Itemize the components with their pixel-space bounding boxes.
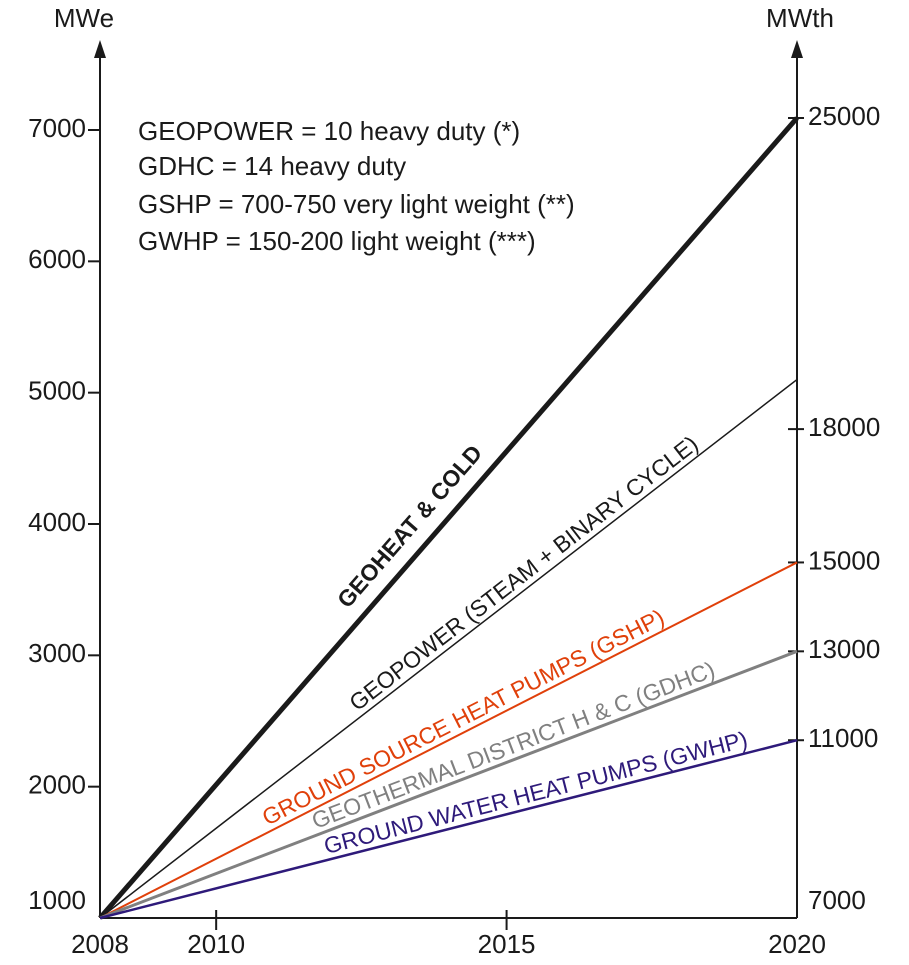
y2-tick-label: 11000 (808, 723, 878, 753)
left-arrow (94, 40, 106, 58)
x-tick-label: 2020 (768, 929, 826, 959)
annotation: GWHP = 150-200 light weight (***) (138, 226, 536, 256)
y-tick-label: 4000 (28, 507, 86, 537)
y-tick-label: 6000 (28, 244, 86, 274)
y-tick-label: 3000 (28, 638, 86, 668)
y-tick-label: 1000 (28, 885, 86, 915)
annotation: GEOPOWER = 10 heavy duty (*) (138, 116, 520, 146)
y2-tick-label: 13000 (808, 634, 880, 664)
y2-tick-label: 7000 (808, 885, 866, 915)
series-label: GEOHEAT & COLD (332, 440, 487, 613)
right-arrow (791, 40, 803, 58)
series-line (99, 561, 798, 919)
x-tick-label: 2008 (71, 929, 129, 959)
series-line (99, 739, 798, 920)
annotation: GDHC = 14 heavy duty (138, 151, 406, 181)
y-tick-label: 2000 (28, 770, 86, 800)
y2-tick-label: 18000 (808, 412, 880, 442)
y2-tick-label: 25000 (808, 101, 880, 131)
series-line (98, 116, 799, 920)
y-tick-label: 7000 (28, 113, 86, 143)
y-axis-label: MWe (54, 3, 114, 33)
y2-tick-label: 15000 (808, 545, 880, 575)
annotation: GSHP = 700-750 very light weight (**) (138, 189, 575, 219)
series-line (99, 649, 798, 920)
y2-axis-label: MWth (766, 3, 834, 33)
series-line (99, 378, 798, 919)
x-tick-label: 2015 (478, 929, 536, 959)
y-tick-label: 5000 (28, 376, 86, 406)
x-tick-label: 2010 (187, 929, 245, 959)
